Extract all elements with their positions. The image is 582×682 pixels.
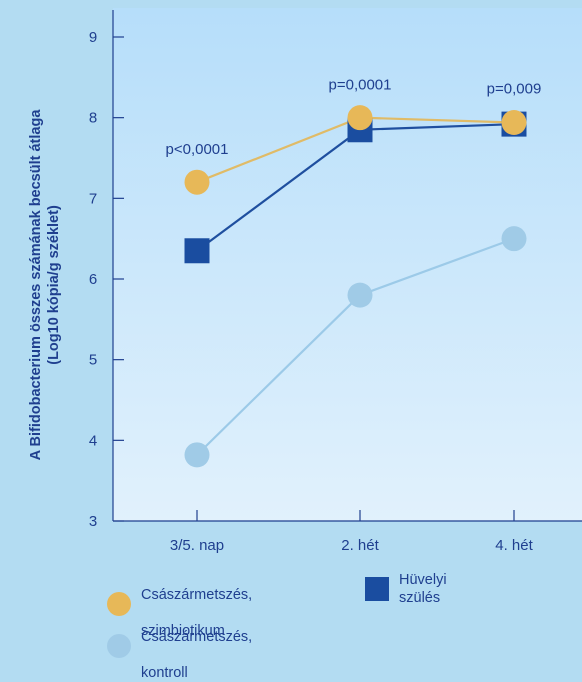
data-point-circle-2-2 [501,226,527,252]
data-point-circle-2-0 [184,442,210,468]
y-tick-label: 8 [89,110,97,127]
data-point-circle-2-1 [347,282,373,308]
p-value-annotation: p=0,0001 [329,76,392,93]
data-point-square-1-0 [184,238,210,264]
data-point-circle-0-0 [184,169,210,195]
legend-item-symbiotic: Császármetszés, szimbiotikum [107,568,252,640]
x-tick-label: 3/5. nap [170,537,224,554]
data-point-circle-0-1 [347,105,373,131]
data-point-circle-0-2 [501,110,527,136]
x-tick-label: 4. hét [495,537,533,554]
y-tick-label: 6 [89,271,97,288]
legend-swatch-square-icon [365,577,389,601]
y-tick-label: 7 [89,190,97,207]
y-tick-label: 3 [89,513,97,530]
legend-label: Császármetszés, [141,587,253,603]
legend-item-control: Császármetszés, kontroll [107,610,252,682]
legend-swatch-circle-icon [107,592,131,616]
legend-label: Hüvelyi szülés [399,572,447,606]
legend-label: szimbiotikum [141,623,225,639]
y-tick-label: 9 [89,29,97,46]
y-axis-label-line2: (Log10 kópia/g széklet) [46,205,62,365]
x-tick-label: 2. hét [341,537,379,554]
y-axis-label-line1: A Bifidobacterium összes számának becsül… [28,109,44,461]
legend-item-vaginal: Hüvelyi szülés [365,571,447,607]
y-tick-label: 4 [89,432,97,449]
legend-swatch-circle-icon [107,634,131,658]
legend-label: Császármetszés, [141,629,253,645]
legend-label: kontroll [141,665,188,681]
p-value-annotation: p=0,009 [487,80,542,97]
chart: 3 4 5 6 7 8 9 3/5. nap 2. hét 4. hét p<0,0001 p=0,… [28,8,582,554]
p-value-annotation: p<0,0001 [166,141,229,158]
plot-area-background [113,8,582,521]
y-tick-label: 5 [89,352,97,369]
